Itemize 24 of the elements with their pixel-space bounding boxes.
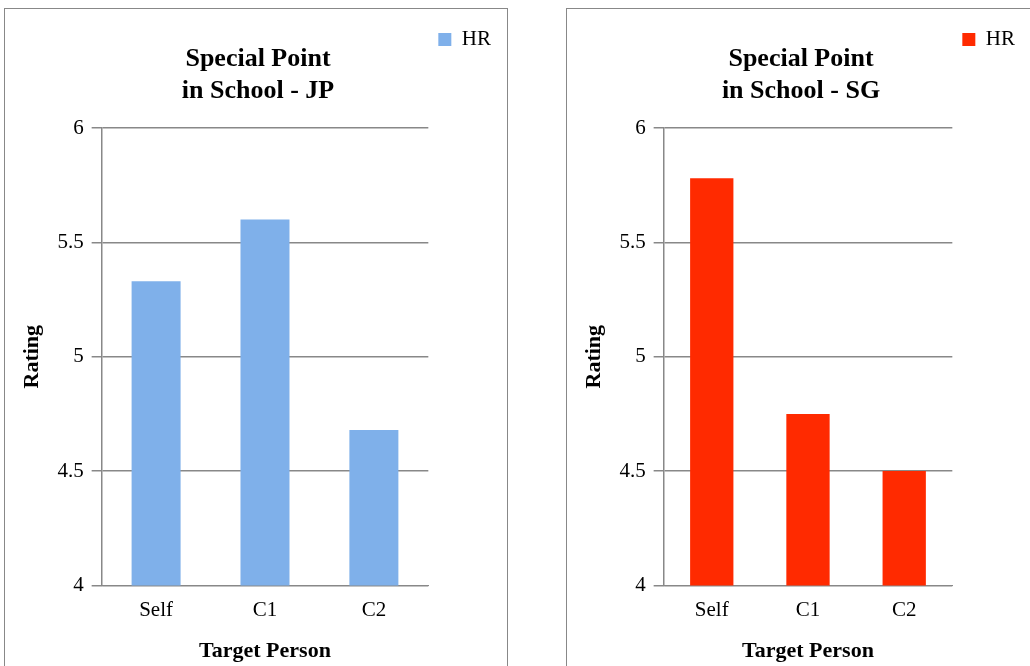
y-tick-label: 4 xyxy=(73,571,85,596)
y-axis-title: Rating xyxy=(17,324,43,389)
legend-label: HR xyxy=(461,26,492,51)
x-axis-title: Target Person xyxy=(742,637,874,663)
x-tick-label: Self xyxy=(139,596,174,621)
chart-title: Special Point in School - SG xyxy=(721,42,881,105)
y-tick-label: 5.5 xyxy=(619,228,646,253)
legend-label: HR xyxy=(985,26,1016,51)
y-tick-label: 4 xyxy=(635,571,647,596)
y-tick-label: 6 xyxy=(73,114,84,139)
x-tick-label: C1 xyxy=(795,596,821,621)
chart-title: Special Point in School - JP xyxy=(181,42,335,105)
x-axis-title: Target Person xyxy=(199,637,331,663)
x-tick-label: C1 xyxy=(252,596,278,621)
y-tick-label: 6 xyxy=(635,114,646,139)
x-tick-label: C2 xyxy=(891,596,917,621)
y-tick-label: 5 xyxy=(635,343,646,368)
y-tick-label: 4.5 xyxy=(57,457,84,482)
x-tick-label: Self xyxy=(694,596,729,621)
x-tick-label: C2 xyxy=(361,596,387,621)
y-tick-label: 5 xyxy=(73,343,84,368)
y-axis-title: Rating xyxy=(579,324,605,389)
y-tick-label: 4.5 xyxy=(619,457,646,482)
y-tick-label: 5.5 xyxy=(57,228,84,253)
